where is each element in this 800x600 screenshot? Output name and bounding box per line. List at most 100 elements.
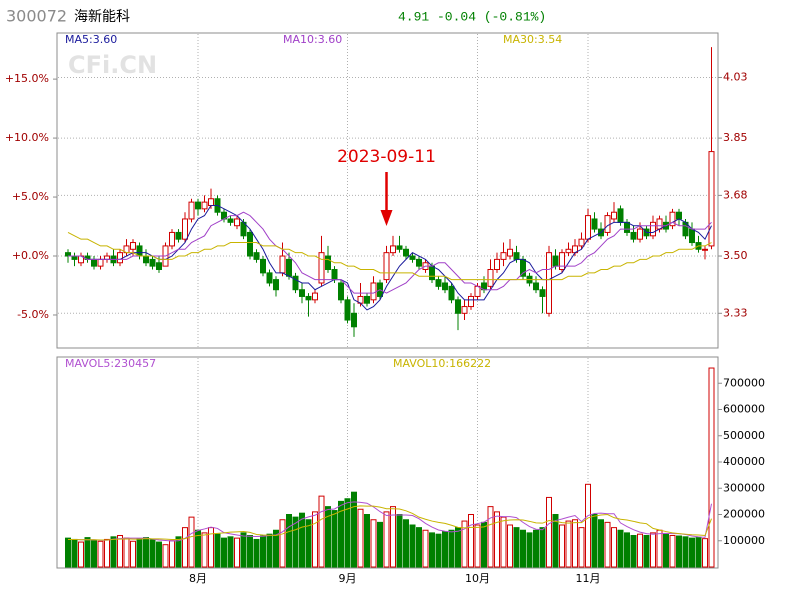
volume-bar bbox=[546, 496, 552, 568]
y-tick-label: 3.33 bbox=[723, 306, 748, 319]
volume-bar bbox=[299, 512, 305, 568]
y-tick-label: 100000 bbox=[723, 534, 765, 547]
x-tick-label: 10月 bbox=[465, 572, 490, 585]
candle-body bbox=[500, 252, 507, 260]
volume-bar bbox=[409, 524, 416, 568]
candle-body bbox=[318, 252, 325, 284]
y-tick-label: +0.0% bbox=[12, 249, 49, 262]
volume-bar bbox=[383, 511, 390, 568]
volume-bar bbox=[403, 519, 409, 568]
candle-body bbox=[305, 295, 312, 301]
x-tick-label: 8月 bbox=[189, 572, 207, 585]
volume-bar bbox=[474, 524, 481, 568]
volume-bar bbox=[182, 527, 188, 568]
candle-body bbox=[331, 269, 338, 281]
volume-bar bbox=[370, 519, 377, 568]
volume-bar bbox=[442, 531, 448, 568]
volume-bar bbox=[175, 536, 182, 568]
volume-bar bbox=[572, 519, 578, 568]
candle-body bbox=[461, 306, 468, 314]
candle-body bbox=[208, 198, 214, 206]
candle-body bbox=[130, 242, 136, 250]
volume-bar bbox=[390, 506, 396, 568]
candle-body bbox=[188, 201, 195, 220]
candle-body bbox=[416, 258, 422, 267]
candle-body bbox=[279, 255, 286, 274]
volume-bar bbox=[162, 544, 169, 568]
candle-body bbox=[136, 245, 143, 257]
volume-bar bbox=[117, 535, 123, 568]
candle-body bbox=[474, 285, 481, 297]
y-tick-label: 3.50 bbox=[723, 249, 748, 262]
candle-body bbox=[403, 248, 409, 257]
volume-bar bbox=[494, 511, 500, 568]
candle-body bbox=[292, 275, 299, 291]
price-panel-frame bbox=[56, 32, 719, 349]
candle-body bbox=[669, 211, 676, 227]
volume-bar bbox=[273, 529, 279, 568]
candle-body bbox=[325, 255, 331, 271]
candle-body bbox=[617, 208, 624, 223]
legend-entry: MAVOL5:230457 bbox=[65, 357, 156, 370]
volume-bar bbox=[201, 532, 208, 568]
volume-bar bbox=[481, 521, 487, 568]
legend-entry: MAVOL10:166222 bbox=[393, 357, 491, 370]
candle-body bbox=[156, 262, 162, 271]
volume-bar bbox=[533, 529, 539, 568]
volume-bar bbox=[214, 533, 221, 568]
candle-body bbox=[247, 231, 253, 257]
candle-body bbox=[273, 279, 279, 291]
candle-body bbox=[487, 269, 494, 287]
volume-bar bbox=[435, 533, 442, 568]
volume-bar bbox=[663, 533, 669, 568]
candle-body bbox=[604, 215, 611, 233]
volume-bar bbox=[247, 535, 253, 568]
y-tick-label: 3.68 bbox=[723, 188, 748, 201]
volume-bar bbox=[97, 540, 104, 568]
volume-bar bbox=[78, 541, 84, 568]
candle-body bbox=[117, 252, 123, 264]
candle-body bbox=[442, 282, 448, 291]
volume-bar bbox=[396, 514, 403, 568]
y-tick-label: 400000 bbox=[723, 455, 765, 468]
volume-bar bbox=[91, 540, 97, 568]
candle-body bbox=[468, 295, 474, 308]
volume-bar bbox=[656, 529, 663, 568]
volume-bar bbox=[377, 521, 383, 568]
candle-body bbox=[689, 228, 695, 244]
candle-body bbox=[234, 218, 240, 227]
candle-body bbox=[637, 228, 643, 240]
candle-body bbox=[344, 299, 351, 321]
x-tick-label: 9月 bbox=[339, 572, 357, 585]
volume-bar bbox=[325, 506, 331, 568]
volume-bar bbox=[487, 506, 494, 568]
candle-body bbox=[364, 295, 370, 304]
volume-bar bbox=[357, 508, 364, 568]
candle-body bbox=[520, 258, 526, 277]
candle-body bbox=[565, 248, 572, 254]
candle-body bbox=[396, 245, 403, 250]
annotation-text: 2023-09-11 bbox=[337, 147, 436, 167]
volume-bar bbox=[429, 532, 435, 568]
volume-bar bbox=[611, 527, 617, 568]
volume-bar bbox=[110, 536, 117, 568]
x-tick-label: 11月 bbox=[576, 572, 601, 585]
candle-body bbox=[708, 151, 715, 247]
volume-bar bbox=[695, 537, 702, 568]
volume-bar bbox=[578, 527, 585, 568]
volume-bar bbox=[676, 535, 682, 568]
volume-bar bbox=[604, 521, 611, 568]
candle-body bbox=[448, 285, 455, 301]
candle-body bbox=[552, 255, 559, 267]
candle-body bbox=[169, 231, 175, 247]
candle-body bbox=[702, 248, 708, 251]
stock-code: 300072 bbox=[6, 7, 67, 26]
volume-bar bbox=[598, 519, 604, 568]
volume-bar bbox=[669, 535, 676, 568]
volume-bar bbox=[227, 536, 234, 568]
volume-bar bbox=[136, 538, 143, 568]
volume-bar bbox=[643, 535, 650, 568]
volume-bar bbox=[689, 537, 695, 568]
candle-body bbox=[260, 258, 266, 274]
candle-body bbox=[175, 231, 182, 240]
